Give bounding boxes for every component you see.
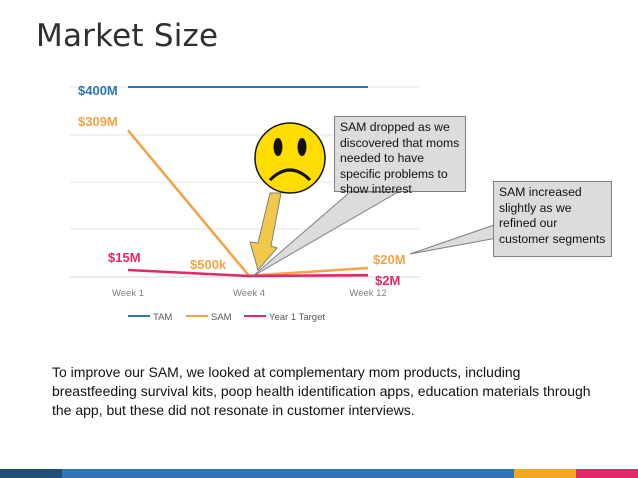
- legend-label: TAM: [153, 312, 172, 323]
- series-line-year-1-target: [127, 268, 369, 278]
- data-label: $15M: [108, 250, 141, 265]
- x-tick-label: Week 4: [233, 288, 265, 299]
- data-label: $309M: [78, 114, 118, 129]
- legend-label: SAM: [211, 312, 232, 323]
- series-line-sam: [127, 129, 369, 278]
- callout-pointer-2: [409, 223, 498, 255]
- footer-segment-2: [62, 469, 514, 478]
- callout-sam-dropped: SAM dropped as we discovered that moms n…: [334, 116, 466, 196]
- callout-pointer-1: [252, 191, 400, 277]
- market-size-chart: $400M $309M $500k $20M $15M $2M Week 1 Week 4 W…: [70, 83, 498, 323]
- x-tick-label: Week 1: [112, 288, 144, 299]
- x-tick-label: Week 12: [349, 288, 386, 299]
- callout-sam-increased: SAM increased slightly as we refined our…: [493, 181, 612, 257]
- data-label: $20M: [373, 252, 406, 267]
- footer-bar: [0, 469, 638, 478]
- slide-title: Market Size: [36, 18, 219, 54]
- footer-segment-1: [0, 469, 62, 478]
- data-label: $400M: [78, 83, 118, 98]
- data-label: $500k: [190, 257, 227, 272]
- legend-label: Year 1 Target: [269, 312, 325, 323]
- body-text: To improve our SAM, we looked at complem…: [52, 364, 591, 418]
- footer-segment-4: [576, 469, 638, 478]
- footer-segment-3: [514, 469, 576, 478]
- arrow-icon: [249, 192, 282, 272]
- sad-face-icon: [254, 122, 326, 194]
- data-label: $2M: [375, 273, 400, 288]
